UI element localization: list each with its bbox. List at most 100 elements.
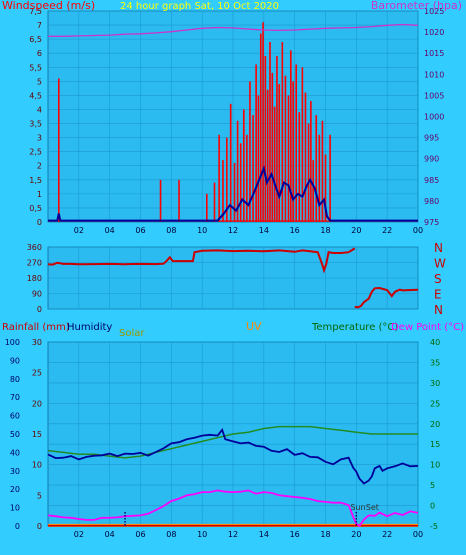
humidity-tick-label: 80 xyxy=(10,375,20,384)
barometer-tick-label: 980 xyxy=(424,197,439,206)
direction-tick-label: 360 xyxy=(27,243,42,252)
barometer-tick-label: 1010 xyxy=(424,70,444,79)
humidity-axis-label: Humidity xyxy=(67,322,112,333)
solar-axis-label: Solar xyxy=(119,328,145,339)
temperature-axis-label: Temperature (°C) xyxy=(311,322,398,333)
compass-label: S xyxy=(434,272,442,286)
direction-tick-label: 0 xyxy=(37,305,42,314)
barometer-axis-label: Barometer (hpa) xyxy=(371,0,462,12)
wind-barometer-chart: 0 0,5 1 1,5 2 2,5 3 3,5 4 4,5 5 5,5 6 6,5 7 7,5 975 980 9… xyxy=(2,0,462,235)
x-tick-label: 08 xyxy=(166,530,176,539)
humidity-tick-label: 100 xyxy=(5,338,20,347)
windspeed-tick-label: 7 xyxy=(37,21,42,30)
humidity-tick-label: 50 xyxy=(10,430,20,439)
compass-label: W xyxy=(434,257,446,271)
x-tick-label: 22 xyxy=(382,226,392,235)
temperature-line xyxy=(47,428,419,485)
x-tick-label: 20 xyxy=(351,530,361,539)
temperature-tick-label: 10 xyxy=(430,461,440,470)
x-tick-label: 04 xyxy=(105,530,115,539)
barometer-tick-label: 1025 xyxy=(424,7,444,16)
windspeed-tick-label: 4 xyxy=(37,105,42,114)
direction-tick-label: 180 xyxy=(27,274,42,283)
x-tick-label: 00 xyxy=(413,530,423,539)
x-tick-label: 06 xyxy=(135,226,145,235)
windspeed-axis-label: Windspeed (m/s) xyxy=(2,0,95,12)
humidity-tick-label: 30 xyxy=(10,467,20,476)
x-tick-label: 04 xyxy=(105,226,115,235)
temperature-tick-label: -5 xyxy=(430,522,438,531)
x-tick-label: 18 xyxy=(320,530,330,539)
windspeed-tick-label: 6,5 xyxy=(29,35,42,44)
rainfall-tick-label: 5 xyxy=(37,491,42,500)
barometer-tick-label: 990 xyxy=(424,155,439,164)
x-tick-label: 14 xyxy=(259,226,269,235)
x-tick-label: 22 xyxy=(382,530,392,539)
windspeed-tick-label: 7,5 xyxy=(29,7,42,16)
barometer-tick-label: 1020 xyxy=(424,28,444,37)
windspeed-bars xyxy=(48,22,418,222)
sun-annotation: Set xyxy=(366,503,379,512)
rainfall-tick-label: 0 xyxy=(37,522,42,531)
windspeed-tick-label: 3,5 xyxy=(29,120,42,129)
windspeed-tick-label: 2 xyxy=(37,162,42,171)
windspeed-tick-label: 2,5 xyxy=(29,148,42,157)
temperature-tick-label: 25 xyxy=(430,399,440,408)
x-tick-label: 16 xyxy=(290,530,300,539)
x-tick-label: 16 xyxy=(290,226,300,235)
sun-annotation: Sun xyxy=(350,503,365,512)
x-tick-label: 06 xyxy=(135,530,145,539)
temperature-tick-label: 35 xyxy=(430,358,440,367)
barometer-tick-label: 975 xyxy=(424,218,439,227)
barometer-tick-label: 1015 xyxy=(424,49,444,58)
rainfall-tick-label: 20 xyxy=(32,399,42,408)
x-tick-label: 00 xyxy=(413,226,423,235)
average-wind-line xyxy=(48,165,418,222)
dewpoint-line xyxy=(47,489,419,528)
rainfall-tick-label: 15 xyxy=(32,430,42,439)
humidity-tick-label: 10 xyxy=(10,504,20,513)
x-tick-label: 02 xyxy=(74,530,84,539)
x-tick-label: 08 xyxy=(166,226,176,235)
rainfall-tick-label: 25 xyxy=(32,369,42,378)
compass-label: E xyxy=(434,288,442,302)
uv-axis-label: UV xyxy=(246,320,262,333)
windspeed-tick-label: 6 xyxy=(37,49,42,58)
x-tick-label: 12 xyxy=(228,530,238,539)
rainfall-tick-label: 10 xyxy=(32,461,42,470)
humidity-tick-label: 90 xyxy=(10,356,20,365)
barometer-tick-label: 1005 xyxy=(424,91,444,100)
x-tick-label: 10 xyxy=(197,530,207,539)
x-tick-label: 20 xyxy=(351,226,361,235)
barometer-line xyxy=(48,23,419,37)
x-tick-label: 14 xyxy=(259,530,269,539)
windspeed-tick-label: 3 xyxy=(37,134,42,143)
barometer-tick-label: 995 xyxy=(424,134,439,143)
rainfall-axis-label: Rainfall (mm) xyxy=(2,322,70,333)
wind-direction-line xyxy=(47,247,419,309)
temperature-tick-label: 40 xyxy=(430,338,440,347)
humidity-line xyxy=(47,425,418,459)
humidity-tick-label: 0 xyxy=(15,522,20,531)
x-tick-label: 02 xyxy=(74,226,84,235)
barometer-tick-label: 1000 xyxy=(424,113,444,122)
x-tick-label: 12 xyxy=(228,226,238,235)
windspeed-tick-label: 5,5 xyxy=(29,63,42,72)
windspeed-tick-label: 5 xyxy=(37,77,42,86)
rainfall-tick-label: 30 xyxy=(32,338,42,347)
chart-title: 24 hour graph Sat, 10 Oct 2020 xyxy=(120,1,279,12)
x-tick-label: 18 xyxy=(320,226,330,235)
windspeed-tick-label: 0 xyxy=(37,218,42,227)
compass-label: N xyxy=(434,241,443,255)
direction-tick-label: 270 xyxy=(27,259,42,268)
compass-label: N xyxy=(434,303,443,317)
x-tick-label: 10 xyxy=(197,226,207,235)
humidity-tick-label: 60 xyxy=(10,412,20,421)
direction-tick-label: 90 xyxy=(32,290,42,299)
temperature-tick-label: 5 xyxy=(430,481,435,490)
windspeed-tick-label: 0,5 xyxy=(29,204,42,213)
